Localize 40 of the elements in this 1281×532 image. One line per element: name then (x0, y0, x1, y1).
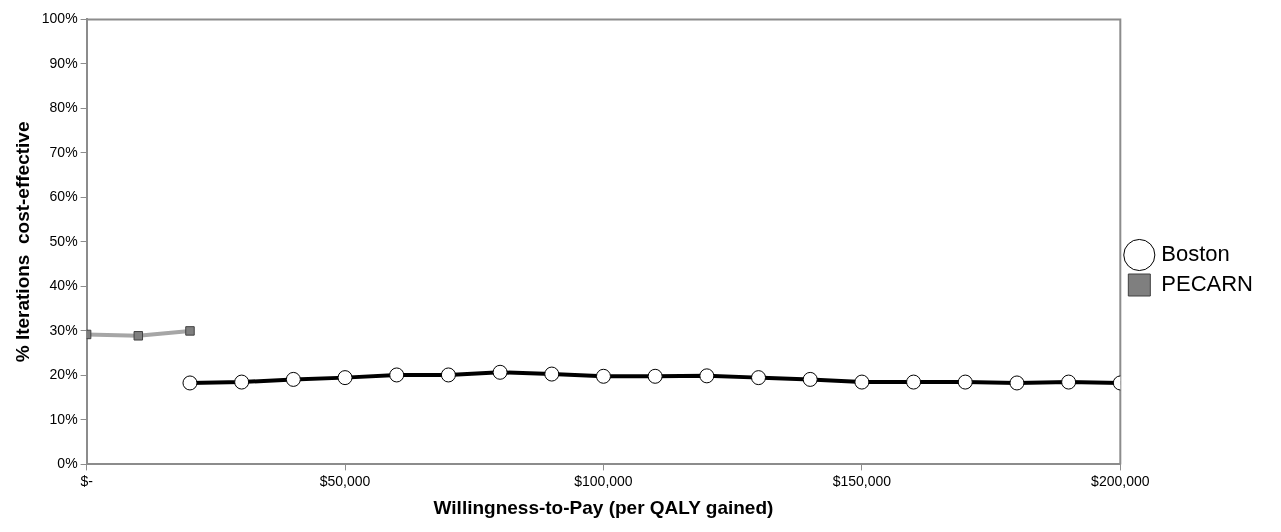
point (337, 370, 353, 386)
point (854, 374, 870, 390)
x-tick-label: $200,000 (1091, 472, 1150, 489)
y-tick-label: 50% (49, 232, 78, 249)
legend-label: PECARN (1161, 271, 1253, 297)
x-tick-label: $150,000 (832, 472, 892, 489)
point (595, 368, 611, 384)
y-tick-label: 70% (49, 143, 78, 160)
y-tick-label: 90% (49, 54, 78, 71)
y-axis-title: % Iterations cost-effective (11, 121, 33, 363)
point (234, 374, 250, 390)
x-tick-label: $50,000 (319, 472, 371, 489)
x-tick-label: $100,000 (574, 472, 633, 489)
point (133, 331, 144, 341)
point (285, 371, 301, 387)
y-tick-label: 40% (49, 277, 78, 294)
x-tick-label: $- (80, 472, 94, 489)
x-axis-title: Willingness-to-Pay (per QALY gained) (433, 496, 774, 518)
point (389, 367, 405, 383)
point (906, 374, 922, 390)
point (751, 370, 767, 386)
y-tick-label: 80% (49, 99, 78, 116)
point (544, 366, 560, 382)
point (182, 375, 198, 391)
point (492, 364, 508, 380)
legend-label: Boston (1161, 241, 1230, 267)
point (1009, 375, 1025, 391)
y-tick-label: 30% (49, 321, 78, 338)
y-tick-label: 20% (49, 366, 78, 383)
point (802, 371, 818, 387)
y-tick-label: 100% (41, 10, 78, 27)
point (440, 367, 456, 383)
point (1061, 374, 1077, 390)
point (699, 368, 715, 384)
point (647, 368, 663, 384)
point (957, 374, 973, 390)
y-tick-label: 60% (49, 188, 78, 205)
y-tick-label: 10% (49, 410, 78, 427)
point (185, 326, 195, 336)
y-tick-label: 0% (57, 455, 78, 472)
